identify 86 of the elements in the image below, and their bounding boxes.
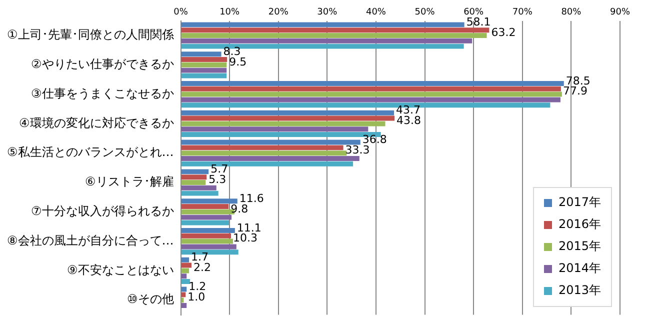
y-tick-label: ①上司･先輩･同僚との人間関係 (6, 28, 174, 42)
x-tick-label: 10% (220, 8, 240, 18)
bar (181, 190, 218, 196)
bar (181, 220, 230, 226)
data-label: 1.7 (191, 250, 209, 264)
bar (181, 80, 564, 86)
x-tick-label: 70% (512, 8, 533, 18)
bar (181, 140, 360, 145)
bar (181, 150, 347, 156)
y-tick-label: ⑤私生活とのバランスがとれ… (6, 145, 174, 160)
bar (181, 86, 561, 92)
bar (181, 274, 187, 279)
bar (181, 198, 238, 204)
y-tick-label: ⑧会社の風土が自分に合って… (6, 233, 174, 248)
data-label: 58.1 (466, 16, 491, 29)
bar (181, 52, 222, 57)
bar (181, 174, 207, 180)
data-label: 9.8 (230, 202, 248, 216)
bar (181, 214, 232, 220)
x-tick-label: 50% (414, 8, 436, 18)
y-tick-label: ②やりたい仕事ができるか (30, 57, 174, 72)
legend-label: 2016年 (558, 216, 601, 234)
bar (181, 238, 233, 244)
bar (181, 185, 216, 190)
bar (181, 268, 190, 274)
bar (181, 121, 386, 126)
x-tick-label: 60% (464, 8, 484, 18)
bar (181, 116, 395, 121)
bar (181, 68, 227, 73)
x-tick-label: 90% (610, 8, 630, 18)
bar (181, 257, 190, 262)
bar (181, 28, 490, 33)
y-tick-label: ⑨不安なことはない (66, 262, 174, 277)
bar (181, 279, 190, 284)
data-label: 63.2 (491, 26, 516, 39)
y-tick-label: ③仕事をうまくこなせるか (30, 86, 174, 100)
bar (181, 169, 209, 174)
legend-label: 2014年 (558, 260, 601, 278)
legend-label: 2013年 (558, 282, 601, 300)
x-tick-label: 80% (561, 8, 582, 18)
legend-label: 2015年 (558, 238, 601, 256)
data-label: 78.5 (566, 74, 590, 88)
x-tick-label: 30% (317, 8, 338, 18)
bar (181, 292, 186, 298)
bar (181, 233, 232, 238)
data-label: 10.3 (233, 232, 258, 245)
data-label: 8.3 (223, 44, 241, 58)
data-label: 1.0 (188, 290, 206, 304)
bar (181, 156, 360, 161)
x-tick-label: 20% (268, 8, 289, 18)
bar (181, 22, 464, 28)
bar (181, 228, 235, 233)
bar (181, 38, 472, 44)
bar (181, 73, 227, 78)
bar (181, 262, 192, 268)
data-label: 43.8 (396, 114, 422, 128)
data-label: 2.2 (193, 261, 211, 274)
data-label: 77.9 (562, 84, 588, 98)
data-label: 9.5 (229, 55, 247, 68)
x-tick-label: 40% (366, 8, 386, 18)
data-label: 33.3 (345, 144, 370, 157)
bar (181, 180, 206, 185)
bar (181, 126, 368, 132)
bar (181, 145, 344, 150)
bar (181, 92, 562, 97)
y-tick-label: ⑥リストラ･解雇 (84, 174, 174, 189)
data-label: 43.7 (396, 104, 421, 117)
y-tick-label: ④環境の変化に対応できるか (18, 116, 174, 130)
data-label: 1.2 (188, 280, 206, 294)
legend-label: 2017年 (558, 194, 601, 212)
bar (181, 110, 394, 116)
bar (181, 161, 354, 166)
bar (181, 33, 487, 38)
y-tick-label: ⑩その他 (126, 292, 174, 306)
y-tick-label: ⑦十分な収入が得られるか (30, 204, 174, 218)
bar (181, 286, 187, 292)
bar (181, 204, 229, 209)
bar (181, 62, 227, 68)
x-tick-label: 0% (174, 8, 188, 18)
bar (181, 97, 560, 102)
data-label: 11.1 (236, 221, 262, 234)
bar (181, 244, 236, 250)
data-label: 11.6 (239, 192, 264, 205)
bar (181, 57, 228, 62)
data-label: 36.8 (362, 133, 387, 146)
bar (181, 303, 187, 308)
